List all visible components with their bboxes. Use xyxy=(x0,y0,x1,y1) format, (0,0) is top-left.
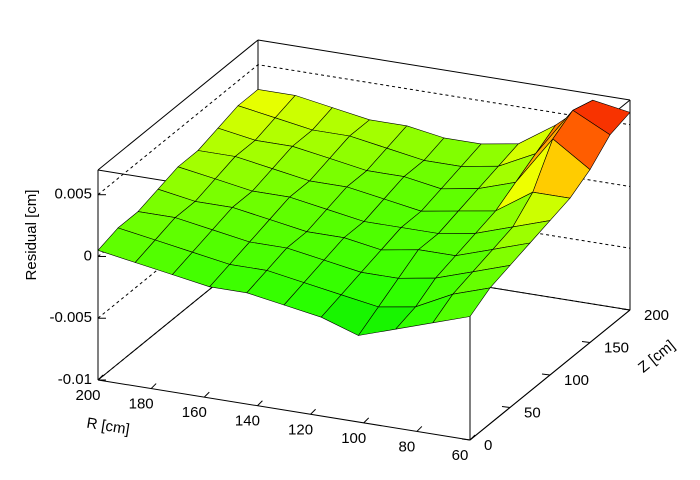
z-axis-title: Residual [cm] xyxy=(23,190,40,281)
grid-line xyxy=(97,64,631,196)
x-axis xyxy=(97,379,471,441)
x-tick-label: 200 xyxy=(75,387,100,404)
x-tick-label: 140 xyxy=(235,413,260,430)
x-tick xyxy=(257,400,263,407)
y-tick xyxy=(621,308,631,311)
y-tick xyxy=(461,438,471,441)
z-tick-label: 0 xyxy=(84,247,92,264)
x-tick-label: 180 xyxy=(129,396,154,413)
x-tick xyxy=(469,434,476,441)
x-tick-label: 100 xyxy=(341,430,366,447)
x-tick xyxy=(203,391,210,398)
y-tick xyxy=(581,341,591,343)
y-tick xyxy=(541,373,551,376)
y-tick-label: 200 xyxy=(644,307,669,324)
surface-cell xyxy=(432,287,491,324)
y-tick xyxy=(501,406,511,408)
x-axis-title: R [cm] xyxy=(85,415,130,439)
box-edge xyxy=(257,39,631,101)
x-tick-label: 160 xyxy=(182,404,207,421)
box-edge xyxy=(97,39,259,171)
x-tick xyxy=(416,426,423,432)
y-tick-label: 150 xyxy=(604,339,629,356)
x-tick-label: 60 xyxy=(452,447,469,464)
x-tick xyxy=(310,408,316,415)
x-tick xyxy=(97,374,104,381)
z-tick-label: 0.005 xyxy=(54,186,92,203)
z-tick-label: -0.005 xyxy=(49,309,92,326)
y-axis-title: Z [cm] xyxy=(635,337,678,376)
z-tick-label: -0.01 xyxy=(58,371,92,388)
y-tick-label: 100 xyxy=(564,372,589,389)
x-tick-label: 80 xyxy=(399,438,416,455)
x-tick xyxy=(150,383,157,389)
x-tick-label: 120 xyxy=(288,421,313,438)
y-tick-label: 50 xyxy=(524,404,541,421)
x-tick xyxy=(363,417,370,424)
y-tick-label: 0 xyxy=(484,437,492,454)
